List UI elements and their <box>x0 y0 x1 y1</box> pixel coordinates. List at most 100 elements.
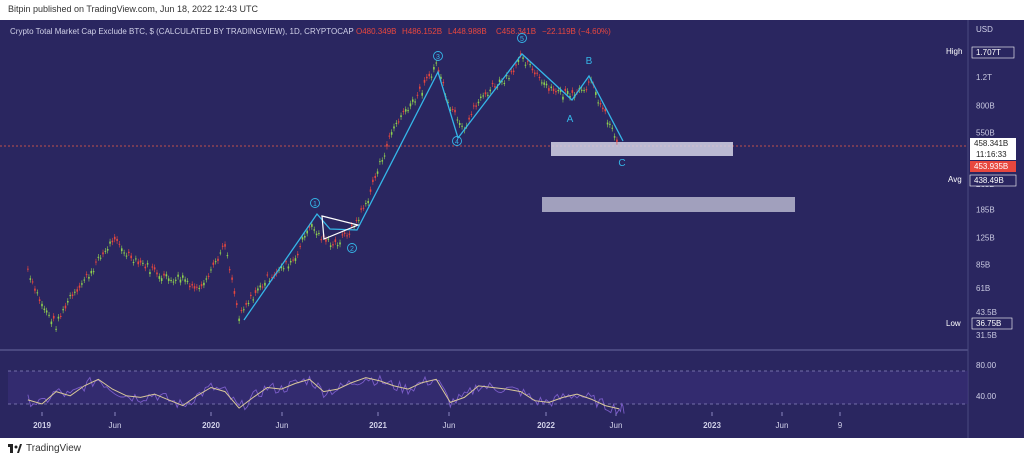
wave-label-circle <box>517 33 527 43</box>
x-tick-label: 9 <box>838 421 843 430</box>
price-candle <box>489 89 492 92</box>
price-candle <box>522 57 524 59</box>
price-candle <box>458 122 461 126</box>
price-candle <box>501 81 503 83</box>
price-candle <box>602 107 604 110</box>
target-zone-1[interactable] <box>551 142 733 156</box>
price-candle <box>531 68 534 71</box>
price-candle <box>95 261 97 263</box>
price-candle <box>228 269 231 271</box>
price-candle <box>172 281 175 283</box>
rsi-series <box>27 374 625 415</box>
price-candle <box>390 132 393 135</box>
price-candle <box>454 109 456 113</box>
price-candle <box>186 280 189 282</box>
price-candle <box>329 245 332 247</box>
price-candle <box>543 82 545 85</box>
price-chart[interactable]: Crypto Total Market Cap Exclude BTC, $ (… <box>0 20 1024 438</box>
price-candle <box>571 90 574 93</box>
price-candle <box>566 91 569 94</box>
target-zone-2[interactable] <box>542 197 795 212</box>
wave-path <box>243 53 624 321</box>
price-candle <box>116 238 118 241</box>
price-candle <box>62 309 64 311</box>
price-candle <box>296 253 299 256</box>
price-candle <box>59 315 62 317</box>
wave-label: 1 <box>313 201 317 208</box>
price-candle <box>104 250 107 252</box>
price-candle <box>259 285 262 288</box>
price-candle <box>484 92 487 95</box>
price-candle <box>83 279 86 281</box>
price-candle <box>85 274 88 276</box>
price-candle <box>81 283 83 285</box>
price-candle <box>569 95 571 98</box>
price-candle <box>254 290 257 293</box>
price-candle <box>207 275 210 277</box>
price-candle <box>414 101 416 103</box>
price-candle <box>503 82 506 84</box>
price-candle <box>74 291 76 293</box>
price-candle <box>174 279 177 281</box>
price-candle <box>350 224 353 226</box>
price-candle <box>423 79 426 83</box>
price-candle <box>52 315 55 319</box>
price-candle <box>113 236 116 240</box>
price-candle <box>480 96 482 98</box>
price-candle <box>71 294 74 296</box>
price-candle <box>41 303 43 307</box>
price-candle <box>395 122 398 124</box>
price-candle <box>294 258 297 261</box>
last-price-badge <box>970 138 1016 149</box>
chart-background <box>0 20 1024 438</box>
y-tick-label: 1.2T <box>976 73 992 82</box>
wave-label: A <box>567 114 574 125</box>
price-candle <box>512 70 515 73</box>
price-candle <box>301 237 304 240</box>
price-candle <box>210 269 212 271</box>
avg-badge <box>969 174 1017 187</box>
y-tick-label: 31.5B <box>976 331 997 340</box>
price-candle <box>320 239 323 241</box>
price-candle <box>196 286 198 288</box>
price-candle <box>221 245 224 247</box>
price-candle <box>362 207 365 209</box>
price-candle <box>78 285 81 288</box>
price-candle <box>163 273 165 276</box>
published-bar: Bitpin published on TradingView.com, Jun… <box>0 0 1024 20</box>
price-candle <box>494 86 496 88</box>
price-candle <box>411 99 414 102</box>
y-tick-label: 125B <box>976 233 995 242</box>
price-candle <box>402 110 405 112</box>
footer-bar: TradingView <box>0 438 1024 461</box>
price-candle <box>433 67 435 70</box>
x-tick-label: 2019 <box>33 421 51 430</box>
price-candle <box>31 281 34 283</box>
price-candle <box>292 259 294 261</box>
price-candle <box>468 117 470 120</box>
price-candle <box>421 92 423 96</box>
price-candle <box>29 278 32 280</box>
price-candle <box>541 82 543 84</box>
ohlc-open: O480.349B <box>356 27 396 36</box>
low-badge <box>971 317 1013 330</box>
price-candle <box>177 274 179 277</box>
y-tick-label: 800B <box>976 102 995 111</box>
price-candle <box>198 287 201 289</box>
price-candle <box>111 240 114 243</box>
y-tick-label: 185B <box>976 206 995 215</box>
price-candle <box>261 286 264 288</box>
price-candle <box>243 309 245 311</box>
price-candle <box>599 103 602 105</box>
wave-label-circle <box>347 243 357 253</box>
price-candle <box>76 289 78 292</box>
chart-panel[interactable]: Crypto Total Market Cap Exclude BTC, $ (… <box>0 20 1024 438</box>
price-candle <box>219 252 222 254</box>
price-candle <box>146 263 149 265</box>
price-candle <box>27 268 29 270</box>
wave-label: 3 <box>436 54 440 61</box>
price-candle <box>606 122 609 125</box>
price-candle <box>538 76 541 78</box>
price-candle <box>64 305 67 309</box>
low-label: Low <box>946 319 961 328</box>
